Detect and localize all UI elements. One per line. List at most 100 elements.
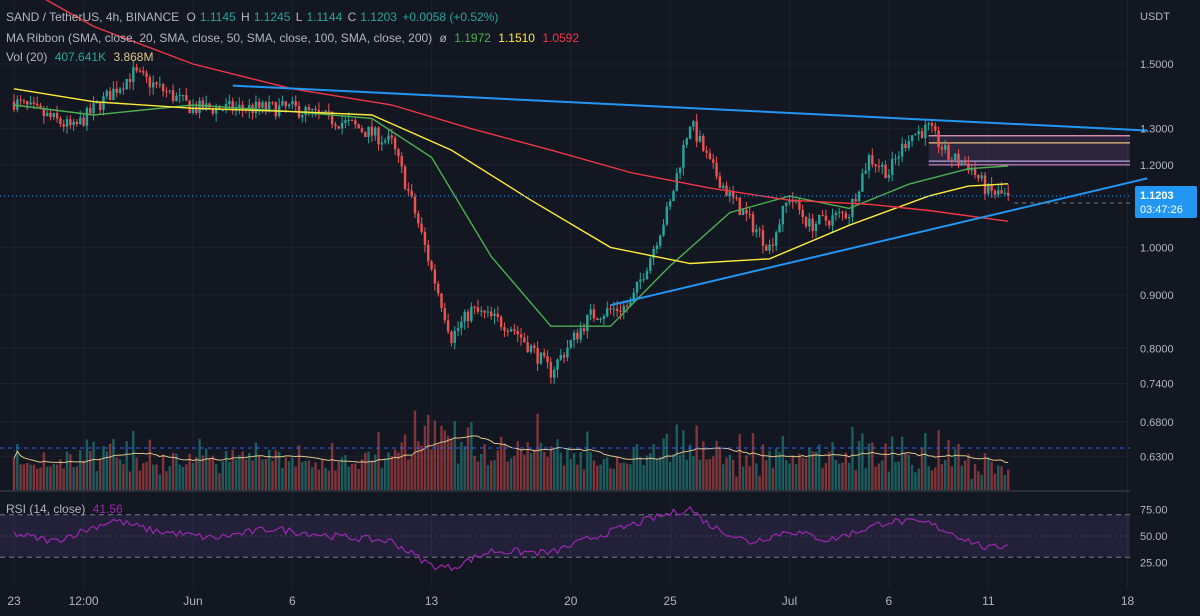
candle-body[interactable] xyxy=(891,158,894,175)
candle-body[interactable] xyxy=(576,332,579,340)
candle-body[interactable] xyxy=(39,105,42,109)
candle-body[interactable] xyxy=(430,261,433,270)
candle-body[interactable] xyxy=(592,309,596,319)
candle-body[interactable] xyxy=(887,174,891,178)
candle-body[interactable] xyxy=(228,101,231,104)
candle-body[interactable] xyxy=(731,191,735,198)
candle-body[interactable] xyxy=(864,170,867,174)
candle-body[interactable] xyxy=(569,340,572,348)
rsi-title[interactable]: RSI (14, close) xyxy=(6,502,86,516)
candle-body[interactable] xyxy=(977,174,980,179)
candle-body[interactable] xyxy=(718,176,722,188)
candle-body[interactable] xyxy=(708,152,712,160)
candle-body[interactable] xyxy=(761,230,765,246)
candle-body[interactable] xyxy=(473,306,476,308)
candle-body[interactable] xyxy=(950,159,954,161)
candle-body[interactable] xyxy=(138,70,142,72)
candle-body[interactable] xyxy=(98,102,102,110)
candle-body[interactable] xyxy=(254,101,258,113)
candle-body[interactable] xyxy=(128,79,132,82)
candle-body[interactable] xyxy=(844,213,848,219)
candle-body[interactable] xyxy=(383,140,387,143)
candle-body[interactable] xyxy=(910,135,914,142)
candle-body[interactable] xyxy=(834,213,838,216)
candle-body[interactable] xyxy=(702,135,705,151)
candle-body[interactable] xyxy=(32,102,36,104)
candle-body[interactable] xyxy=(417,213,420,224)
candle-body[interactable] xyxy=(483,310,486,313)
candle-body[interactable] xyxy=(536,347,539,364)
candle-body[interactable] xyxy=(380,142,384,145)
candle-body[interactable] xyxy=(135,67,138,71)
candle-body[interactable] xyxy=(741,209,745,216)
candle-body[interactable] xyxy=(877,166,881,168)
candle-body[interactable] xyxy=(629,302,632,307)
candle-body[interactable] xyxy=(423,231,427,245)
candle-body[interactable] xyxy=(818,214,821,224)
candle-body[interactable] xyxy=(884,164,887,178)
candle-body[interactable] xyxy=(460,321,463,329)
candle-body[interactable] xyxy=(602,316,606,319)
candle-body[interactable] xyxy=(738,197,741,216)
last-price-tag[interactable] xyxy=(1135,185,1197,218)
candle-body[interactable] xyxy=(788,200,791,203)
candle-body[interactable] xyxy=(874,164,877,167)
candle-body[interactable] xyxy=(904,143,907,149)
candle-body[interactable] xyxy=(775,232,778,246)
candle-body[interactable] xyxy=(393,137,397,150)
candle-body[interactable] xyxy=(165,91,168,93)
candle-body[interactable] xyxy=(387,135,390,141)
candle-body[interactable] xyxy=(274,102,278,117)
candle-body[interactable] xyxy=(987,184,990,194)
candle-body[interactable] xyxy=(238,104,241,108)
ma-visibility-icon[interactable]: ø xyxy=(439,31,447,45)
candle-body[interactable] xyxy=(463,311,466,322)
candle-body[interactable] xyxy=(75,121,79,125)
candle-body[interactable] xyxy=(639,279,642,282)
candle-body[interactable] xyxy=(682,144,685,168)
candle-body[interactable] xyxy=(294,101,297,107)
candle-body[interactable] xyxy=(72,121,75,126)
candle-body[interactable] xyxy=(499,316,503,327)
candle-body[interactable] xyxy=(692,121,695,127)
candle-body[interactable] xyxy=(234,107,238,111)
candle-body[interactable] xyxy=(778,224,781,233)
candle-body[interactable] xyxy=(314,109,317,111)
candle-body[interactable] xyxy=(791,200,794,203)
candle-body[interactable] xyxy=(645,270,649,280)
candle-body[interactable] xyxy=(927,123,930,125)
ma-ribbon-title[interactable]: MA Ribbon (SMA, close, 20, SMA, close, 5… xyxy=(6,31,433,45)
candle-body[interactable] xyxy=(267,102,271,110)
candle-body[interactable] xyxy=(993,190,997,195)
candle-body[interactable] xyxy=(808,218,811,227)
candle-body[interactable] xyxy=(582,328,586,332)
candle-body[interactable] xyxy=(446,320,450,332)
candle-body[interactable] xyxy=(599,318,602,320)
volume-title[interactable]: Vol (20) xyxy=(6,50,48,64)
candle-body[interactable] xyxy=(456,328,460,331)
candle-body[interactable] xyxy=(248,105,251,111)
candle-body[interactable] xyxy=(281,101,284,106)
candle-body[interactable] xyxy=(407,188,410,191)
candle-body[interactable] xyxy=(589,309,592,315)
candle-body[interactable] xyxy=(122,88,125,90)
candle-body[interactable] xyxy=(29,102,32,105)
candle-body[interactable] xyxy=(944,145,947,150)
candle-body[interactable] xyxy=(400,156,403,167)
candle-body[interactable] xyxy=(377,127,380,145)
candle-body[interactable] xyxy=(917,131,920,135)
candle-body[interactable] xyxy=(953,153,957,161)
axis-currency[interactable]: USDT xyxy=(1140,11,1170,23)
candle-body[interactable] xyxy=(95,102,99,104)
candle-body[interactable] xyxy=(523,337,526,343)
candle-body[interactable] xyxy=(476,307,480,312)
candle-body[interactable] xyxy=(125,79,128,90)
candle-body[interactable] xyxy=(655,245,659,249)
candle-body[interactable] xyxy=(828,220,831,226)
candle-body[interactable] xyxy=(695,121,698,142)
candle-body[interactable] xyxy=(957,153,960,165)
candle-body[interactable] xyxy=(960,162,964,165)
candle-body[interactable] xyxy=(367,126,370,138)
candle-body[interactable] xyxy=(327,110,331,112)
